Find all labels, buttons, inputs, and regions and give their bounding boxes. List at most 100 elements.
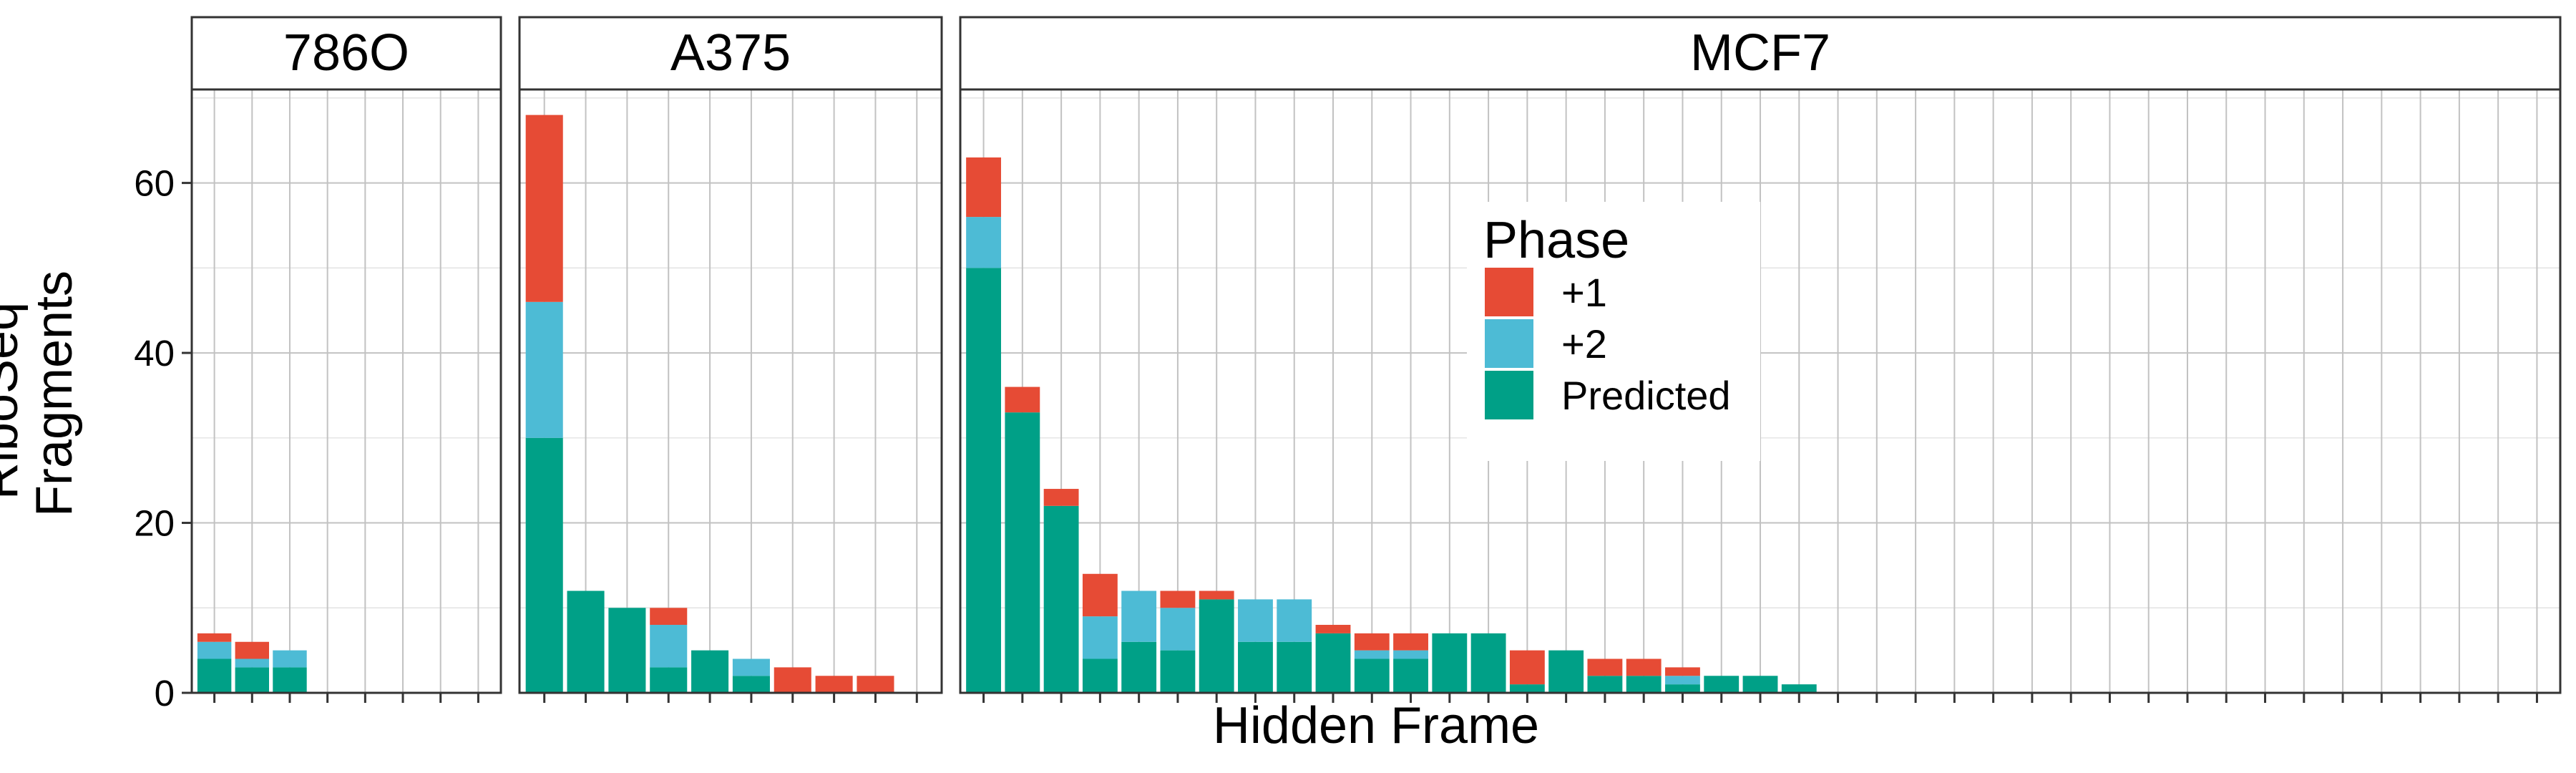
bars	[525, 115, 894, 693]
legend-label-predicted: Predicted	[1561, 373, 1731, 418]
bar-segment-predicted	[966, 268, 1001, 694]
bar-segment-plus1	[1315, 625, 1351, 633]
bar-segment-plus1	[1160, 590, 1196, 608]
bar-segment-plus2	[732, 658, 770, 676]
panel-border	[518, 88, 943, 694]
bar-segment-plus2	[1354, 650, 1390, 659]
legend-items: +1 +2 Predicted	[1485, 268, 1731, 419]
bars	[197, 633, 307, 693]
bar-segment-plus1	[1354, 633, 1390, 651]
panel-border	[190, 88, 502, 694]
bar-segment-predicted	[1393, 658, 1428, 693]
legend-key-plus2	[1485, 319, 1533, 368]
bar-segment-plus1	[857, 676, 894, 693]
facet-strip	[190, 16, 502, 91]
bar-segment-predicted	[1277, 641, 1312, 693]
panels-layer: 786O A375 MCF7	[190, 16, 2562, 703]
bar-segment-plus1	[774, 667, 811, 693]
bar-segment-plus1	[235, 641, 269, 659]
bar-segment-plus2	[1277, 599, 1312, 642]
bar-segment-predicted	[567, 590, 605, 693]
bar-segment-predicted	[1005, 412, 1040, 693]
bar-segment-plus2	[235, 658, 269, 668]
bar-segment-predicted	[1548, 650, 1584, 693]
bar-segment-plus1	[815, 676, 853, 693]
bar-segment-predicted	[1160, 650, 1196, 693]
bar-segment-plus1	[197, 633, 232, 642]
y-axis: 0 20 40 60	[134, 163, 192, 714]
bar-segment-predicted	[1043, 505, 1079, 693]
bar-segment-predicted	[1354, 658, 1390, 693]
panel-a375: A375	[518, 16, 943, 703]
bar-segment-plus1	[1626, 658, 1662, 676]
bar-segment-plus2	[525, 301, 563, 438]
bar-segment-plus2	[650, 625, 688, 668]
legend-key-predicted	[1485, 371, 1533, 419]
bar-segment-plus2	[1082, 616, 1118, 659]
bar-segment-plus2	[966, 217, 1001, 268]
x-axis-title: Hidden Frame	[1213, 697, 1539, 754]
facet-strip-label: A375	[670, 24, 791, 82]
y-tick-label: 60	[134, 163, 175, 204]
bar-segment-plus1	[1665, 667, 1700, 676]
bar-segment-plus2	[1665, 676, 1700, 685]
y-axis-title-line-1: RiboSeq	[0, 302, 29, 500]
bar-segment-predicted	[235, 667, 269, 693]
bar-segment-predicted	[1432, 633, 1468, 693]
bar-segment-plus1	[1082, 573, 1118, 617]
bar-segment-predicted	[608, 608, 646, 693]
facet-strip	[518, 16, 943, 91]
bar-segment-predicted	[1121, 641, 1157, 693]
bar-segment-predicted	[1470, 633, 1506, 693]
facet-strip-label: MCF7	[1690, 24, 1830, 82]
bar-segment-plus2	[1238, 599, 1273, 642]
y-tick-label: 0	[155, 673, 175, 714]
panel-786o: 786O	[190, 16, 502, 703]
bar-segment-predicted	[1704, 676, 1740, 693]
legend: Phase +1 +2 Predicted	[1467, 202, 1760, 461]
bar-segment-plus1	[525, 115, 563, 302]
bar-segment-predicted	[1199, 599, 1234, 693]
bar-segment-plus2	[1160, 608, 1196, 651]
bar-segment-predicted	[1742, 676, 1778, 693]
bar-segment-plus1	[1005, 386, 1040, 413]
legend-key-plus1	[1485, 268, 1533, 316]
bar-segment-predicted	[691, 650, 729, 693]
bar-segment-predicted	[1315, 633, 1351, 693]
legend-title: Phase	[1483, 212, 1629, 269]
bar-segment-plus2	[197, 641, 232, 659]
bar-segment-predicted	[273, 667, 307, 693]
bar-segment-plus1	[1393, 633, 1428, 651]
panel-mcf7: MCF7	[959, 16, 2562, 703]
y-axis-title-line-2: Fragments	[26, 271, 83, 517]
legend-label-plus1: +1	[1561, 270, 1607, 315]
bars	[966, 157, 1817, 694]
bar-segment-plus2	[1121, 590, 1157, 642]
bar-segment-plus1	[1043, 489, 1079, 506]
bar-segment-predicted	[1587, 676, 1623, 693]
bar-segment-predicted	[1626, 676, 1662, 693]
y-tick-label: 20	[134, 503, 175, 544]
bar-segment-predicted	[1781, 684, 1817, 693]
bar-segment-plus1	[1587, 658, 1623, 676]
bar-segment-predicted	[525, 437, 563, 693]
y-tick-label: 40	[134, 333, 175, 374]
bar-segment-predicted	[1665, 684, 1700, 693]
bar-segment-predicted	[650, 667, 688, 693]
bar-segment-plus1	[1199, 590, 1234, 600]
bar-segment-plus1	[1509, 650, 1545, 685]
facet-strip-label: 786O	[283, 24, 409, 82]
bar-segment-plus2	[1393, 650, 1428, 659]
bar-segment-plus1	[966, 157, 1001, 218]
bar-segment-plus2	[273, 650, 307, 668]
legend-label-plus2: +2	[1561, 321, 1607, 366]
bar-segment-plus1	[650, 608, 688, 626]
bar-segment-predicted	[1082, 658, 1118, 693]
panel-background	[192, 89, 501, 693]
bar-segment-predicted	[197, 658, 232, 693]
y-axis-title: RiboSeq Fragments	[0, 271, 83, 517]
bar-segment-predicted	[1509, 684, 1545, 693]
bar-segment-predicted	[732, 676, 770, 693]
bar-segment-predicted	[1238, 641, 1273, 693]
